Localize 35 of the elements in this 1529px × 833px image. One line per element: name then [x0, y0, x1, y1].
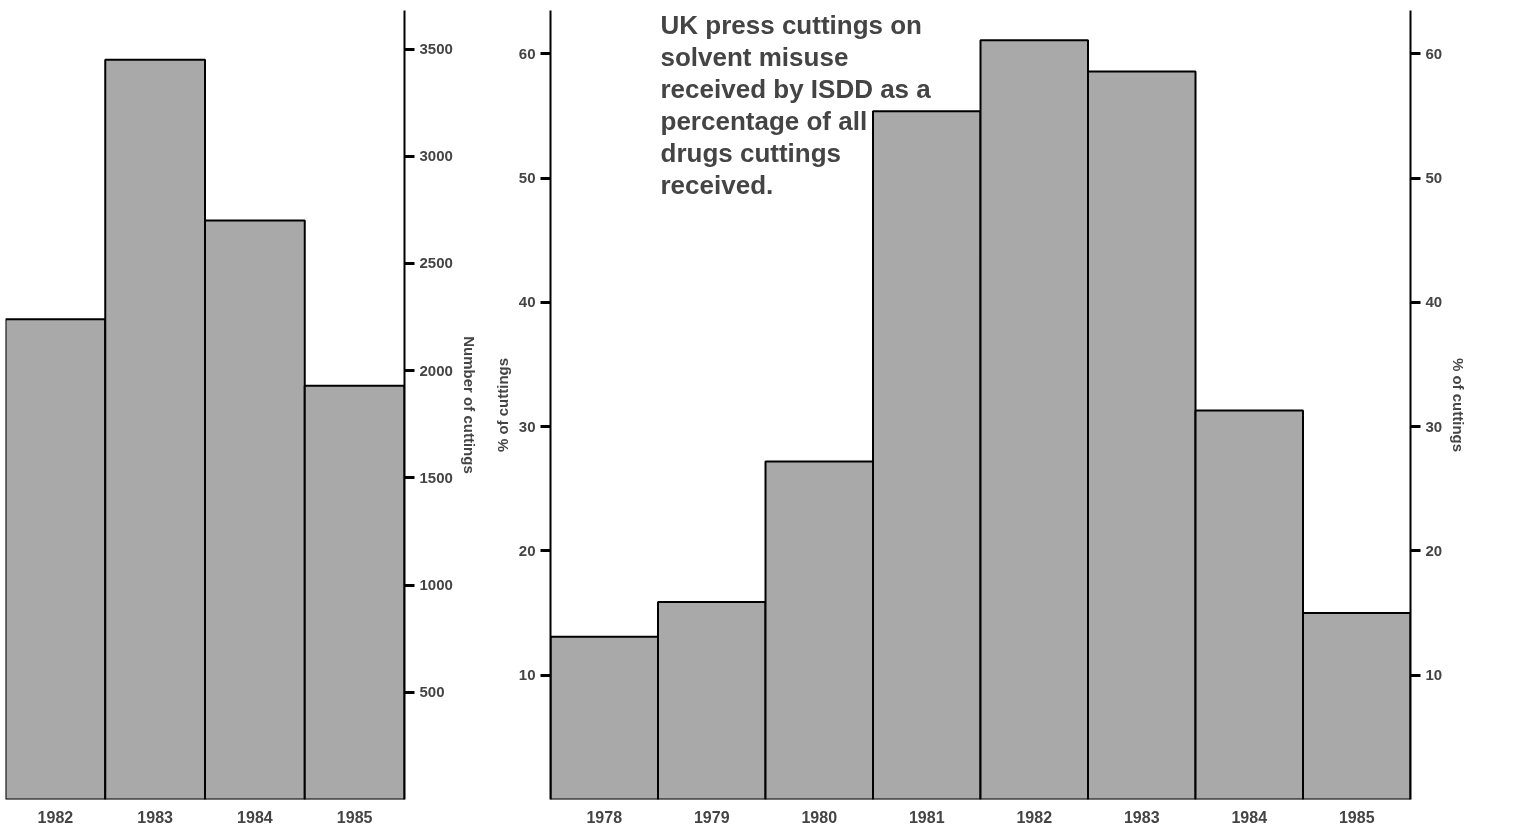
- y2-tick-label: 1000: [419, 576, 453, 594]
- y2-tick-label: 3000: [419, 147, 453, 165]
- y-tick-label: 30: [518, 417, 536, 435]
- y2-tick-label: 30: [1425, 417, 1443, 435]
- x-tick-label: 1981: [908, 808, 945, 826]
- y2-tick-label: 20: [1425, 542, 1443, 559]
- y-tick-label: 10: [518, 666, 536, 684]
- y2-axis-title: Number of cuttings: [460, 336, 478, 474]
- x-tick-label: 1985: [336, 808, 373, 826]
- y2-tick-label: 50: [1425, 169, 1443, 187]
- y2-tick-label: 2500: [419, 254, 453, 272]
- y-tick-label: 60: [518, 44, 536, 62]
- y-tick-label: 40: [518, 293, 536, 311]
- y-tick-label: 50: [518, 169, 536, 187]
- x-tick-label: 1980: [801, 808, 838, 826]
- x-tick-label: 1978: [586, 808, 623, 826]
- y2-axis-title: % of cuttings: [1450, 357, 1468, 453]
- y2-tick-label: 40: [1425, 293, 1443, 311]
- x-tick-label: 1982: [37, 808, 74, 826]
- x-tick-label: 1985: [1338, 808, 1375, 826]
- y-tick-label: 20: [518, 542, 536, 559]
- y2-tick-label: 3500: [419, 40, 453, 58]
- x-tick-label: 1983: [137, 808, 174, 826]
- y2-tick-label: 2000: [419, 361, 453, 379]
- y2-tick-label: 500: [419, 683, 445, 701]
- y2-tick-label: 10: [1425, 666, 1443, 684]
- x-tick-label: 1982: [1016, 808, 1053, 826]
- y-axis-title: % of cuttings: [493, 357, 511, 453]
- text: UK press cuttings on solvent misuse received by ISDD as a percentage of all drugs cuttings received.: [660, 9, 932, 200]
- y2-tick-label: 1500: [419, 468, 453, 486]
- y2-tick-label: 60: [1425, 44, 1443, 62]
- x-tick-label: 1983: [1123, 808, 1160, 826]
- x-tick-label: 1984: [237, 808, 273, 826]
- x-tick-label: 1984: [1231, 808, 1268, 826]
- x-tick-label: 1979: [693, 808, 730, 826]
